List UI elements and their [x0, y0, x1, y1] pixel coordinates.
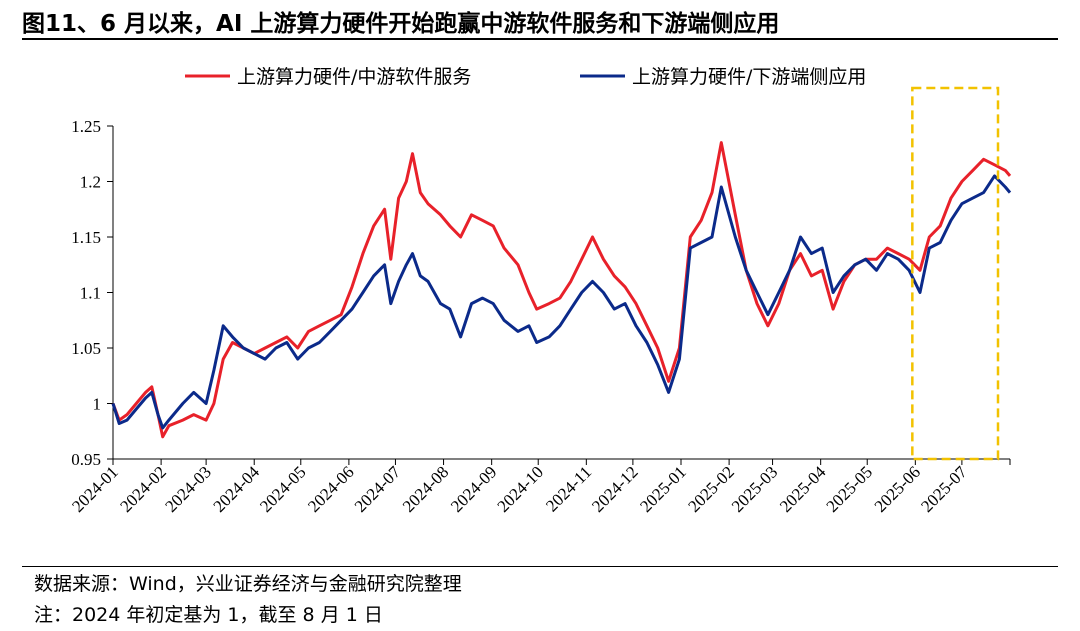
x-tick-label: 2025-01	[636, 462, 690, 516]
source-note: 数据来源：Wind，兴业证券经济与金融研究院整理	[34, 573, 462, 595]
x-tick-label: 2024-05	[256, 462, 310, 516]
x-tick-label: 2025-05	[823, 462, 877, 516]
y-tick-label: 0.95	[71, 450, 101, 469]
x-axis: 2024-012024-022024-032024-042024-052024-…	[68, 458, 1011, 516]
x-tick-label: 2024-10	[494, 462, 548, 516]
highlight-box-group	[911, 86, 1000, 461]
x-tick-label: 2025-02	[684, 462, 738, 516]
legend: 上游算力硬件/中游软件服务 上游算力硬件/下游端侧应用	[185, 66, 866, 88]
page-title: 图11、6 月以来，AI 上游算力硬件开始跑赢中游软件服务和下游端侧应用	[22, 11, 780, 37]
x-tick-label: 2024-06	[304, 462, 358, 516]
footnote: 注：2024 年初定基为 1，截至 8 月 1 日	[34, 604, 383, 626]
line-chart: 上游算力硬件/中游软件服务 上游算力硬件/下游端侧应用 0.95 1 1.05 1.1 1…	[68, 66, 1012, 516]
legend-label: 上游算力硬件/中游软件服务	[237, 66, 471, 88]
series-lines	[111, 141, 1012, 439]
x-tick-label: 2025-03	[728, 462, 782, 516]
highlight-box	[911, 86, 1000, 461]
y-tick-label: 1	[93, 395, 102, 414]
x-tick-label: 2024-08	[399, 462, 453, 516]
series-line-device	[111, 174, 1012, 430]
x-tick-label: 2024-12	[588, 462, 642, 516]
x-tick-label: 2024-09	[447, 462, 501, 516]
x-tick-label: 2024-04	[210, 462, 264, 516]
series-line-software	[111, 141, 1012, 439]
y-tick-label: 1.1	[80, 284, 101, 303]
y-tick-label: 1.25	[71, 117, 101, 136]
y-tick-label: 1.05	[71, 339, 101, 358]
legend-label: 上游算力硬件/下游端侧应用	[632, 66, 866, 88]
x-tick-label: 2025-06	[871, 462, 925, 516]
x-tick-label: 2024-02	[116, 462, 170, 516]
footer-divider	[22, 566, 1058, 567]
x-tick-label: 2024-07	[351, 462, 405, 516]
y-axis: 0.95 1 1.05 1.1 1.15 1.2 1.25	[71, 117, 114, 469]
x-tick-label: 2024-11	[542, 462, 595, 515]
y-tick-label: 1.2	[80, 173, 101, 192]
x-tick-label: 2025-07	[917, 462, 971, 516]
x-tick-label: 2024-01	[68, 462, 122, 516]
title-divider	[22, 38, 1058, 40]
y-tick-label: 1.15	[71, 228, 101, 247]
x-tick-label: 2025-04	[776, 462, 830, 516]
x-tick-label: 2024-03	[161, 462, 215, 516]
